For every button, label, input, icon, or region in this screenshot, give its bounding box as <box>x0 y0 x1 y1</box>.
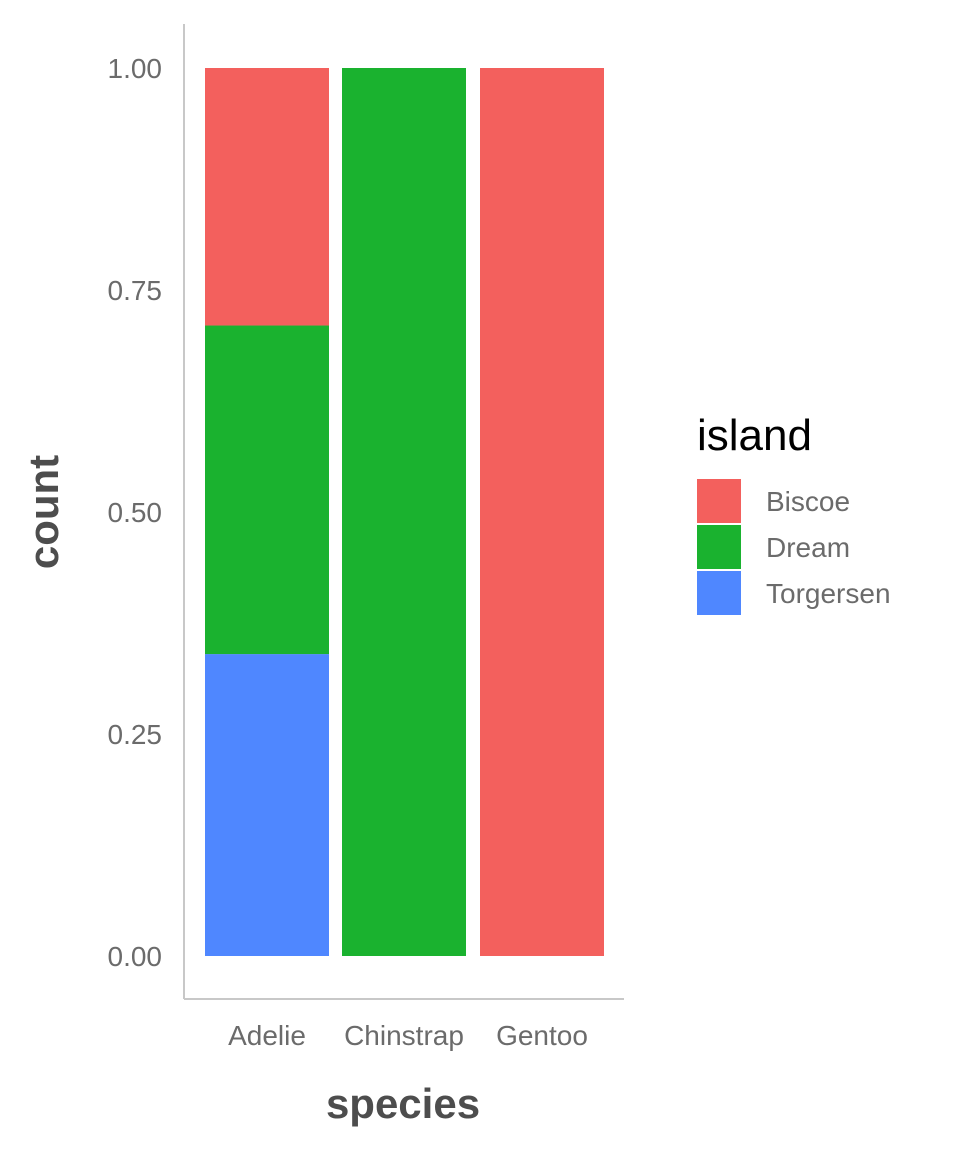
x-tick-label: Gentoo <box>496 1020 588 1051</box>
legend-key-torgersen <box>697 571 741 615</box>
y-tick-label: 0.50 <box>108 497 163 528</box>
y-axis-title: count <box>20 455 67 569</box>
y-tick-labels: 0.00 0.25 0.50 0.75 1.00 <box>108 53 163 972</box>
y-tick-label: 0.25 <box>108 719 163 750</box>
x-tick-label: Adelie <box>228 1020 306 1051</box>
axes-layer <box>183 24 624 1000</box>
bars-layer <box>205 68 604 956</box>
x-tick-label: Chinstrap <box>344 1020 464 1051</box>
legend-label-dream: Dream <box>766 532 850 563</box>
y-tick-label: 1.00 <box>108 53 163 84</box>
y-tick-label: 0.75 <box>108 275 163 306</box>
legend-key-biscoe <box>697 479 741 523</box>
x-tick-labels: Adelie Chinstrap Gentoo <box>228 1020 588 1051</box>
bar-adelie-torgersen <box>205 654 329 956</box>
legend-title: island <box>697 411 812 460</box>
legend: island Biscoe Dream Torgersen <box>697 411 891 615</box>
legend-label-biscoe: Biscoe <box>766 486 850 517</box>
legend-entries: Biscoe Dream Torgersen <box>697 479 891 615</box>
bar-adelie-dream <box>205 325 329 655</box>
bar-chinstrap-dream <box>342 68 466 956</box>
bar-gentoo-biscoe <box>480 68 604 956</box>
x-axis-title: species <box>326 1080 480 1127</box>
legend-label-torgersen: Torgersen <box>766 578 891 609</box>
y-tick-label: 0.00 <box>108 941 163 972</box>
bar-adelie-biscoe <box>205 68 329 326</box>
legend-key-dream <box>697 525 741 569</box>
